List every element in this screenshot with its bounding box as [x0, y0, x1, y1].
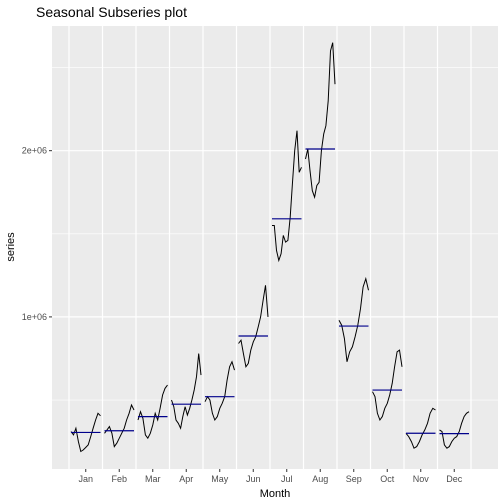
- series-line-apr: [171, 353, 202, 430]
- series-line-mar: [137, 384, 168, 440]
- x-tick-label: Apr: [179, 474, 193, 484]
- y-tick-label: 2e+06: [22, 146, 47, 156]
- x-tick-label: Feb: [111, 474, 127, 484]
- y-tick-label: 1e+06: [22, 312, 47, 322]
- series-line-nov: [405, 407, 436, 449]
- series-line-feb: [104, 403, 135, 448]
- plot-panel: [52, 26, 498, 469]
- mean-layer: [71, 148, 469, 435]
- x-tick-label: Jul: [281, 474, 293, 484]
- x-tick-label: Mar: [145, 474, 161, 484]
- axis-layer: 1e+06 2e+06 Jan Feb Mar Apr May Jun Jul Aug Sep Oct…: [22, 146, 463, 484]
- y-axis-title: series: [5, 232, 17, 262]
- x-tick-label: Jun: [246, 474, 261, 484]
- series-line-aug: [305, 42, 336, 200]
- x-tick-label: Sep: [346, 474, 362, 484]
- x-tick-label: Jan: [78, 474, 93, 484]
- series-line-jul: [272, 130, 302, 263]
- series-layer: [70, 42, 470, 453]
- x-tick-label: Oct: [380, 474, 395, 484]
- series-line-jan: [70, 412, 101, 453]
- chart-title: Seasonal Subseries plot: [36, 4, 187, 20]
- x-axis-title: Month: [260, 488, 291, 500]
- series-line-sep: [338, 276, 369, 362]
- series-line-may: [204, 360, 235, 422]
- series-line-jun: [238, 285, 269, 369]
- x-tick-label: Dec: [446, 474, 463, 484]
- x-tick-label: May: [211, 474, 229, 484]
- x-tick-label: Aug: [312, 474, 328, 484]
- x-tick-label: Nov: [413, 474, 430, 484]
- grid-layer: [52, 26, 498, 469]
- series-line-dec: [439, 411, 470, 449]
- series-line-oct: [372, 349, 403, 422]
